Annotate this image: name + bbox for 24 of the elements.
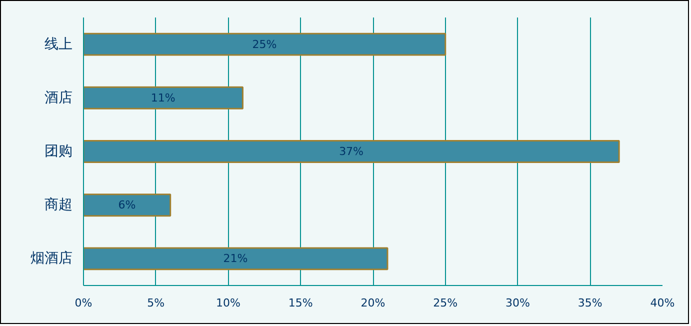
bar (84, 140, 620, 163)
bar (84, 247, 388, 270)
y-tick-label: 线上 (44, 36, 72, 52)
bar (84, 32, 446, 56)
bar (84, 194, 172, 217)
x-tick-label: 30% (506, 296, 530, 310)
y-tick-label: 商超 (44, 197, 72, 214)
y-tick-label: 酒店 (44, 90, 72, 106)
data-label: 37% (339, 145, 364, 158)
y-tick-label: 团购 (44, 144, 72, 160)
bar (84, 86, 244, 110)
x-tick-label: 35% (578, 296, 602, 310)
x-tick-label: 15% (288, 296, 313, 310)
x-tick-label: 10% (216, 296, 240, 310)
data-label: 11% (150, 91, 176, 104)
x-tick-label: 0% (74, 296, 92, 310)
data-label: 6% (118, 198, 136, 212)
data-label: 25% (252, 38, 277, 51)
x-tick-label: 40% (650, 296, 675, 310)
x-tick-label: 20% (360, 296, 386, 310)
y-tick-label: 烟酒店 (30, 250, 72, 267)
x-tick-label: 25% (433, 296, 458, 310)
x-tick-label: 5% (147, 296, 165, 310)
data-label: 21% (223, 252, 248, 266)
